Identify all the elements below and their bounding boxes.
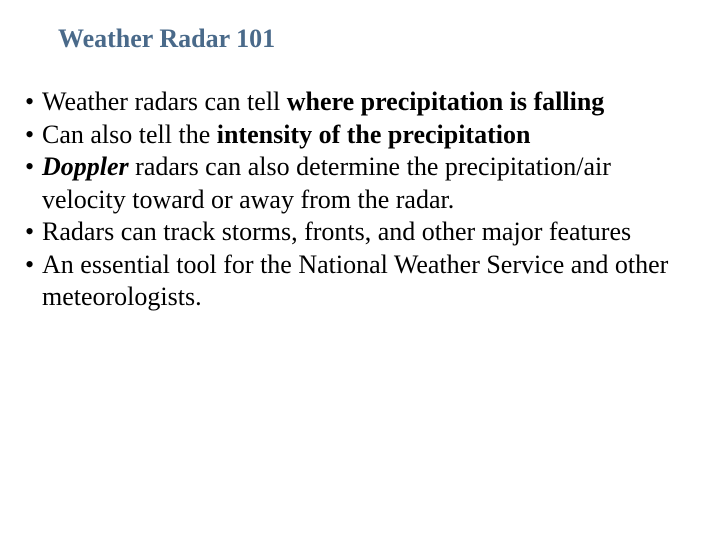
bullet-item: • Doppler radars can also determine the … bbox=[20, 151, 700, 216]
bullet-text: Radars can track storms, fronts, and oth… bbox=[42, 217, 631, 246]
bullet-bold: where precipitation is falling bbox=[287, 87, 605, 116]
slide-title: Weather Radar 101 bbox=[58, 24, 700, 54]
bullet-text: Can also tell the bbox=[42, 120, 217, 149]
bullet-text: Weather radars can tell bbox=[42, 87, 287, 116]
bullet-dot-icon: • bbox=[25, 151, 34, 184]
bullet-bold: intensity of the precipitation bbox=[217, 120, 531, 149]
bullet-italic-bold: Doppler bbox=[42, 152, 129, 181]
bullet-item: • Can also tell the intensity of the pre… bbox=[20, 119, 700, 152]
bullet-item: • An essential tool for the National Wea… bbox=[20, 249, 700, 314]
bullet-text: An essential tool for the National Weath… bbox=[42, 250, 668, 312]
bullet-dot-icon: • bbox=[25, 86, 34, 119]
slide-content: • Weather radars can tell where precipit… bbox=[20, 86, 700, 314]
bullet-dot-icon: • bbox=[25, 119, 34, 152]
bullet-item: • Radars can track storms, fronts, and o… bbox=[20, 216, 700, 249]
bullet-dot-icon: • bbox=[25, 216, 34, 249]
bullet-dot-icon: • bbox=[25, 249, 34, 282]
bullet-item: • Weather radars can tell where precipit… bbox=[20, 86, 700, 119]
